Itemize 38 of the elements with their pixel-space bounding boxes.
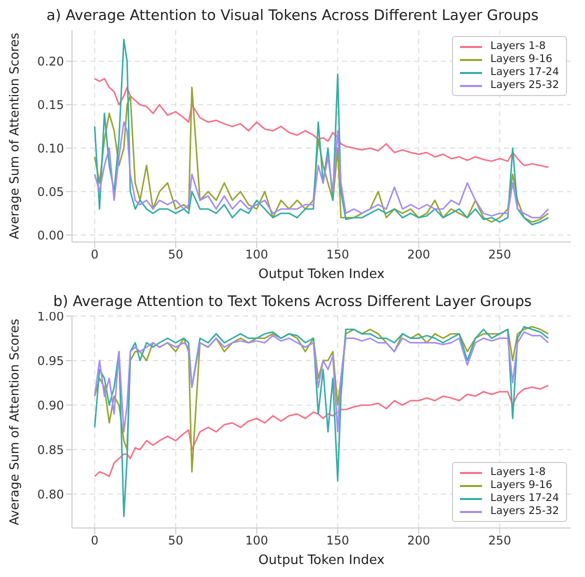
y-tick-label: 0.10 bbox=[37, 141, 64, 156]
x-tick-label: 250 bbox=[488, 248, 512, 262]
y-tick-label: 0.15 bbox=[37, 98, 64, 112]
y-tick-label: 0.80 bbox=[37, 487, 64, 502]
line-series bbox=[94, 121, 550, 218]
line-series bbox=[94, 331, 550, 433]
x-tick-label: 50 bbox=[168, 248, 184, 262]
legend-label: Layers 25-32 bbox=[490, 79, 559, 92]
y-tick-label: 0.05 bbox=[37, 184, 64, 199]
y-tick-label: 0.20 bbox=[37, 54, 64, 69]
y-tick-label: 0.85 bbox=[37, 442, 64, 457]
legend-label: Layers 1-8 bbox=[490, 40, 546, 53]
x-tick-label: 100 bbox=[245, 534, 268, 548]
chart-title: a) Average Attention to Visual Tokens Across Different Layer Groups bbox=[45, 8, 540, 26]
x-axis-title: Output Token Index bbox=[258, 267, 385, 282]
x-tick-label: 200 bbox=[407, 248, 430, 262]
line-series bbox=[94, 384, 550, 478]
legend-label: Layers 25-32 bbox=[490, 505, 559, 518]
x-axis-title: Output Token Index bbox=[258, 553, 385, 568]
y-axis-title: Average Sum of Attention Scores bbox=[6, 318, 22, 526]
x-tick-label: 0 bbox=[90, 248, 98, 262]
legend-label: Layers 9-16 bbox=[490, 53, 552, 66]
x-tick-label: 0 bbox=[90, 534, 98, 548]
legend-label: Layers 9-16 bbox=[490, 479, 552, 492]
x-tick-label: 200 bbox=[407, 534, 430, 548]
y-tick-label: 0.00 bbox=[37, 228, 64, 242]
x-tick-label: 250 bbox=[488, 534, 512, 548]
legend-label: Layers 1-8 bbox=[490, 466, 546, 479]
x-tick-label: 50 bbox=[168, 534, 184, 548]
x-tick-label: 150 bbox=[326, 534, 350, 548]
x-tick-label: 100 bbox=[245, 248, 268, 262]
y-tick-label: 0.95 bbox=[37, 354, 64, 368]
y-axis-title: Average Sum of Attention Scores bbox=[6, 32, 22, 240]
y-tick-label: 0.90 bbox=[37, 398, 64, 412]
legend-label: Layers 17-24 bbox=[490, 66, 559, 79]
x-tick-label: 150 bbox=[326, 248, 350, 262]
legend-label: Layers 17-24 bbox=[490, 492, 559, 505]
chart-title: b) Average Attention to Text Tokens Across Different Layer Groups bbox=[52, 294, 533, 312]
